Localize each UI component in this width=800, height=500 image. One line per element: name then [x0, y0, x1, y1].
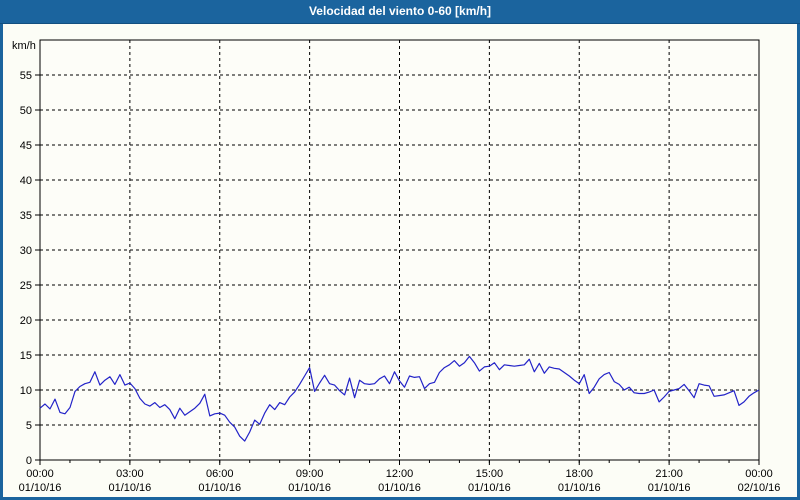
y-tick-label: 50 [20, 105, 32, 117]
x-tick-time-label: 12:00 [386, 468, 414, 480]
y-tick-label: 0 [26, 455, 32, 467]
x-tick-time-label: 21:00 [655, 468, 683, 480]
title-bar[interactable]: Velocidad del viento 0-60 [km/h] [0, 0, 800, 24]
chart-title: Velocidad del viento 0-60 [km/h] [308, 4, 492, 18]
y-tick-label: 25 [20, 280, 32, 292]
y-tick-label: 15 [20, 350, 32, 362]
x-tick-date-label: 01/10/16 [288, 482, 331, 494]
x-tick-time-label: 06:00 [206, 468, 234, 480]
y-tick-label: 45 [20, 140, 32, 152]
x-tick-date-label: 02/10/16 [738, 482, 781, 494]
x-tick-date-label: 01/10/16 [108, 482, 151, 494]
y-tick-label: 30 [20, 245, 32, 257]
y-tick-label: 5 [26, 420, 32, 432]
x-tick-date-label: 01/10/16 [468, 482, 511, 494]
x-tick-time-label: 03:00 [116, 468, 144, 480]
x-tick-date-label: 01/10/16 [378, 482, 421, 494]
x-tick-time-label: 09:00 [296, 468, 324, 480]
x-tick-date-label: 01/10/16 [648, 482, 691, 494]
wind-speed-line [39, 355, 760, 442]
x-tick-date-label: 01/10/16 [198, 482, 241, 494]
x-tick-time-label: 15:00 [476, 468, 504, 480]
y-axis-unit-label: km/h [12, 40, 36, 52]
y-tick-label: 40 [20, 175, 32, 187]
y-tick-label: 55 [20, 70, 32, 82]
x-tick-time-label: 00:00 [745, 468, 773, 480]
x-tick-date-label: 01/10/16 [19, 482, 62, 494]
x-tick-time-label: 18:00 [565, 468, 593, 480]
x-tick-time-label: 00:00 [26, 468, 54, 480]
x-tick-date-label: 01/10/16 [558, 482, 601, 494]
y-tick-label: 10 [20, 385, 32, 397]
y-tick-label: 35 [20, 210, 32, 222]
y-tick-label: 20 [20, 315, 32, 327]
